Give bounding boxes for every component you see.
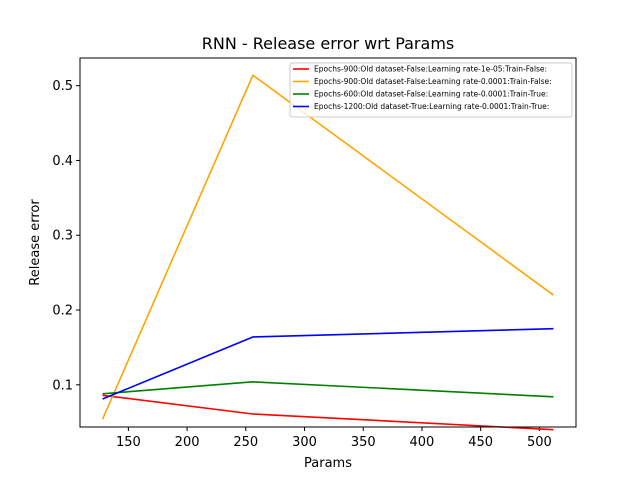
- legend-label-2: Epochs-900:Old dataset-False:Learning ra…: [314, 77, 552, 86]
- x-tick-label: 200: [175, 435, 200, 450]
- x-tick-label: 300: [292, 435, 317, 450]
- x-axis-label: Params: [304, 456, 352, 471]
- y-tick-label: 0.3: [52, 229, 73, 244]
- series-line-4: [102, 327, 554, 400]
- x-axis-ticks: 150 200 250 300 350 400 450 500: [116, 427, 552, 450]
- legend-label-3: Epochs-600:Old dataset-False:Learning ra…: [314, 90, 548, 99]
- plot-frame: [79, 57, 577, 428]
- legend: Epochs-900:Old dataset-False:Learning ra…: [289, 62, 573, 118]
- y-axis-ticks: 0.1 0.2 0.3 0.4 0.5: [52, 79, 80, 393]
- y-tick-label: 0.4: [52, 154, 73, 169]
- series-lines: [101, 74, 554, 431]
- series-line-1: [102, 394, 554, 431]
- y-tick-label: 0.1: [52, 378, 73, 393]
- y-tick-label: 0.5: [52, 79, 73, 94]
- x-tick-label: 250: [233, 435, 258, 450]
- x-tick-label: 500: [527, 435, 552, 450]
- series-line-3: [102, 381, 554, 398]
- series-line-2: [101, 74, 554, 420]
- legend-label-1: Epochs-900:Old dataset-False:Learning ra…: [314, 65, 547, 74]
- legend-box: [289, 62, 573, 118]
- y-tick-label: 0.2: [52, 304, 73, 319]
- x-tick-label: 350: [351, 435, 376, 450]
- x-tick-label: 150: [116, 435, 141, 450]
- y-axis-label: Release error: [28, 199, 43, 286]
- chart-title: RNN - Release error wrt Params: [202, 34, 454, 53]
- legend-label-4: Epochs-1200:Old dataset-True:Learning ra…: [314, 102, 549, 111]
- x-tick-label: 400: [410, 435, 435, 450]
- x-tick-label: 450: [468, 435, 493, 450]
